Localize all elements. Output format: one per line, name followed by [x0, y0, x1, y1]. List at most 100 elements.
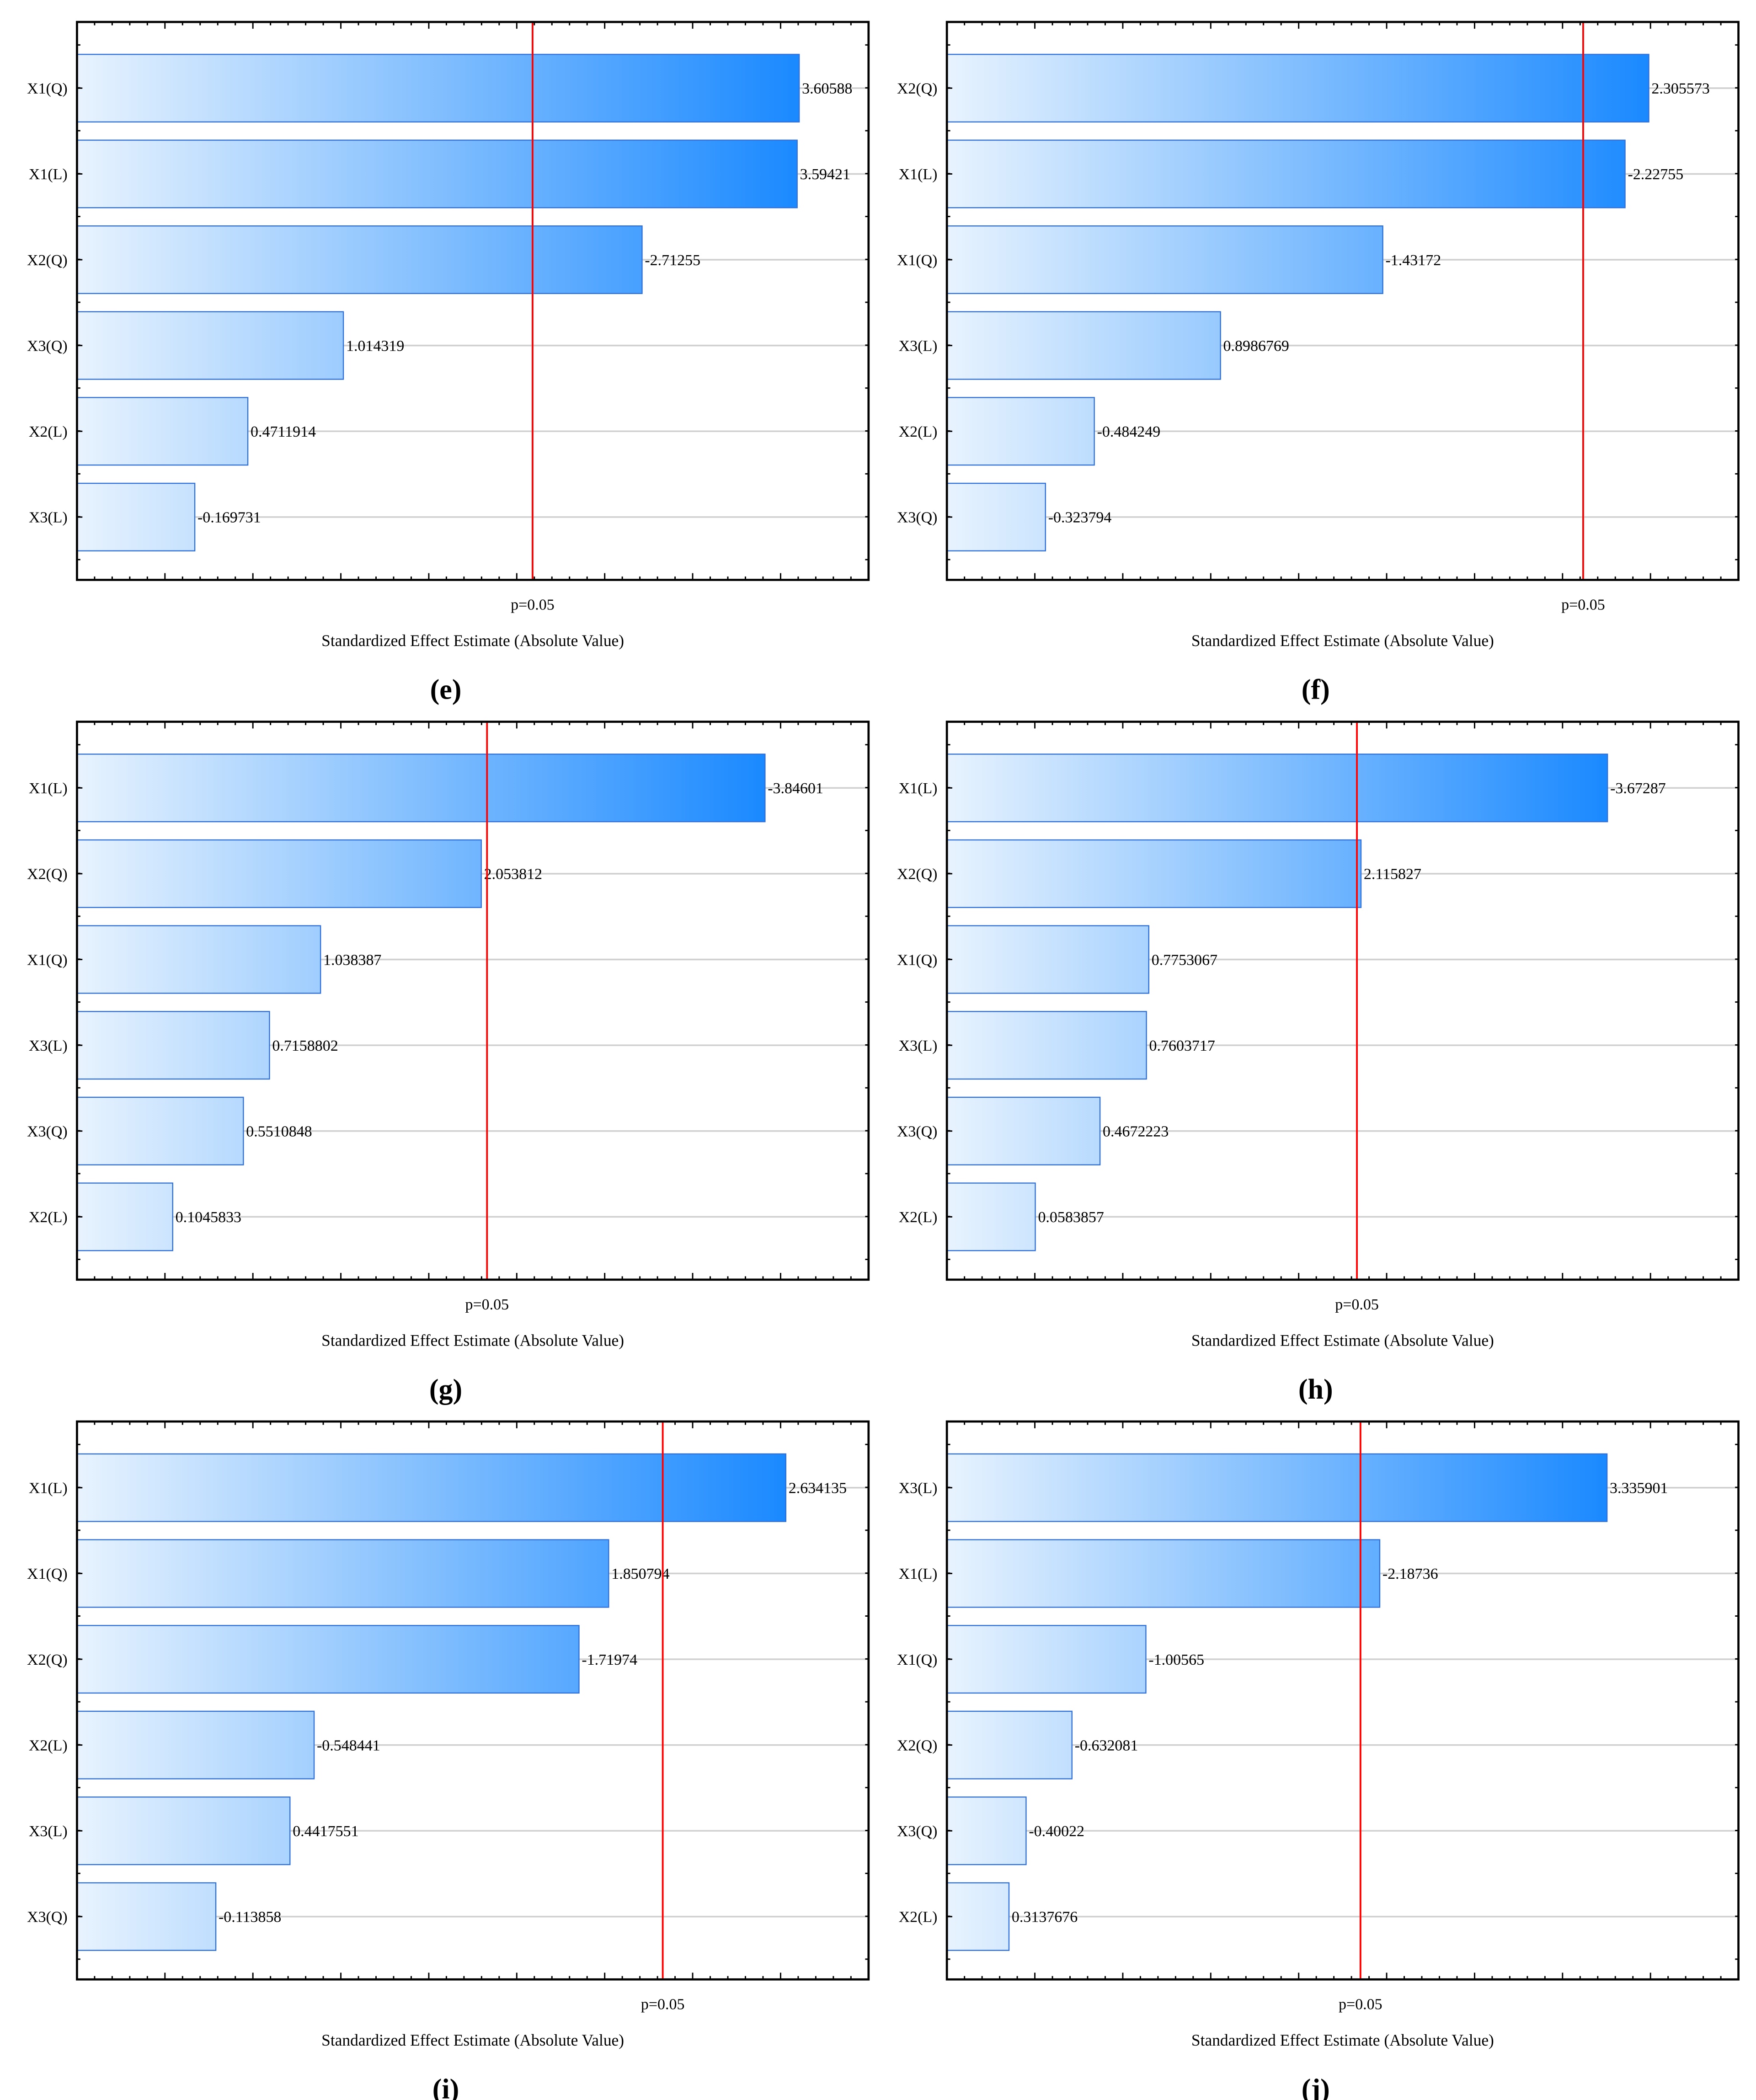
value-label: -0.484249: [1097, 423, 1161, 440]
bar: [76, 1453, 787, 1522]
bar: [76, 1882, 217, 1951]
plot-frame: [76, 21, 870, 581]
bar: [946, 397, 1095, 466]
critical-value-label: p=0.05: [511, 596, 555, 613]
bar: [946, 925, 1149, 994]
value-label: 0.8986769: [1223, 337, 1289, 354]
category-label: X2(Q): [27, 866, 68, 883]
value-label: -3.67287: [1610, 780, 1666, 797]
category-label: X1(L): [899, 780, 938, 797]
value-label: -1.00565: [1148, 1651, 1204, 1668]
value-label: 1.850794: [611, 1566, 669, 1582]
bar: [76, 53, 800, 123]
category-label: X2(L): [29, 423, 68, 440]
value-label: -0.40022: [1029, 1823, 1084, 1840]
category-label: X2(L): [29, 1737, 68, 1754]
x-axis-label: Standardized Effect Estimate (Absolute V…: [321, 1331, 624, 1350]
chart-panel-i: X1(L) 2.634135 X1(Q) 1.850794 X2(Q) -1.71974 X…: [27, 1420, 870, 2100]
category-label: X2(Q): [27, 1651, 68, 1668]
critical-value-label: p=0.05: [1561, 596, 1605, 613]
plot-frame: [945, 721, 1740, 1281]
value-label: 3.335901: [1610, 1480, 1668, 1497]
bar: [76, 1796, 291, 1865]
bar: [946, 311, 1221, 380]
category-label: X1(L): [29, 166, 68, 183]
value-label: -0.169731: [197, 509, 261, 526]
category-label: X2(L): [899, 1209, 938, 1226]
bar: [946, 753, 1608, 823]
bar: [76, 1710, 315, 1779]
value-label: 0.4417551: [293, 1823, 358, 1840]
value-label: -2.22755: [1628, 166, 1683, 183]
critical-value-label: p=0.05: [1339, 1996, 1382, 2013]
category-label: X3(Q): [27, 337, 68, 354]
value-label: -0.632081: [1075, 1737, 1138, 1754]
category-label: X1(L): [899, 166, 938, 183]
chart-panel-j: X3(L) 3.335901 X1(L) -2.18736 X1(Q) -1.00565 X…: [897, 1420, 1740, 2100]
value-label: 1.014319: [346, 337, 404, 354]
value-label: 3.59421: [800, 166, 850, 183]
bar: [76, 1096, 244, 1165]
value-label: 0.1045833: [176, 1209, 241, 1226]
value-label: 2.634135: [789, 1480, 847, 1497]
bar: [946, 1096, 1101, 1165]
value-label: -1.71974: [582, 1651, 637, 1668]
bar: [946, 1796, 1027, 1865]
bar: [946, 139, 1626, 208]
value-label: 0.3137676: [1012, 1909, 1078, 1926]
bar: [946, 1710, 1073, 1779]
critical-value-label: p=0.05: [1335, 1296, 1379, 1313]
value-label: -2.18736: [1382, 1566, 1438, 1582]
category-label: X2(L): [899, 423, 938, 440]
value-label: 0.7603717: [1149, 1037, 1215, 1054]
chart-panel-g: X1(L) -3.84601 X2(Q) 2.053812 X1(Q) 1.038387 X…: [27, 721, 870, 1405]
bar: [76, 839, 482, 908]
x-axis-label: Standardized Effect Estimate (Absolute V…: [1191, 1331, 1494, 1350]
bar: [76, 482, 196, 551]
category-label: X3(L): [899, 1037, 938, 1054]
critical-value-label: p=0.05: [465, 1296, 509, 1313]
value-label: 2.305573: [1651, 80, 1709, 97]
value-label: -0.323794: [1048, 509, 1112, 526]
plot-frame: [76, 1420, 870, 1981]
category-label: X1(L): [899, 1566, 938, 1582]
bar: [76, 753, 766, 823]
bar: [76, 1539, 609, 1608]
category-label: X1(L): [29, 1480, 68, 1497]
category-label: X1(Q): [897, 951, 938, 968]
bar: [76, 397, 249, 466]
panel-caption: (h): [1298, 1374, 1333, 1405]
category-label: X3(L): [29, 1823, 68, 1840]
category-label: X2(Q): [897, 866, 938, 883]
value-label: 1.038387: [323, 951, 381, 968]
plot-frame: [945, 21, 1740, 581]
category-label: X2(Q): [897, 80, 938, 97]
bar: [946, 839, 1362, 908]
bar: [946, 53, 1649, 123]
category-label: X1(L): [29, 780, 68, 797]
category-label: X1(Q): [27, 1566, 68, 1582]
category-label: X3(L): [29, 1037, 68, 1054]
value-label: -0.113858: [219, 1909, 281, 1926]
category-label: X3(Q): [897, 509, 938, 526]
chart-panel-f: X2(Q) 2.305573 X1(L) -2.22755 X1(Q) -1.43172 X…: [897, 21, 1740, 705]
value-label: 0.7158802: [272, 1037, 338, 1054]
bar: [76, 1182, 173, 1251]
category-label: X3(Q): [897, 1123, 938, 1140]
x-axis-label: Standardized Effect Estimate (Absolute V…: [321, 631, 624, 650]
bar: [946, 1882, 1010, 1951]
category-label: X1(Q): [27, 80, 68, 97]
category-label: X3(Q): [27, 1123, 68, 1140]
category-label: X3(L): [899, 337, 938, 354]
bar: [946, 1539, 1381, 1608]
value-label: 0.4672223: [1103, 1123, 1169, 1140]
bar: [946, 225, 1383, 294]
bar: [76, 311, 344, 380]
value-label: 2.115827: [1364, 866, 1421, 883]
plot-frame: [945, 1420, 1740, 1981]
x-axis-label: Standardized Effect Estimate (Absolute V…: [1191, 2031, 1494, 2049]
plot-frame: [76, 721, 870, 1281]
panel-caption: (j): [1302, 2073, 1330, 2100]
panel-caption: (g): [429, 1374, 462, 1405]
